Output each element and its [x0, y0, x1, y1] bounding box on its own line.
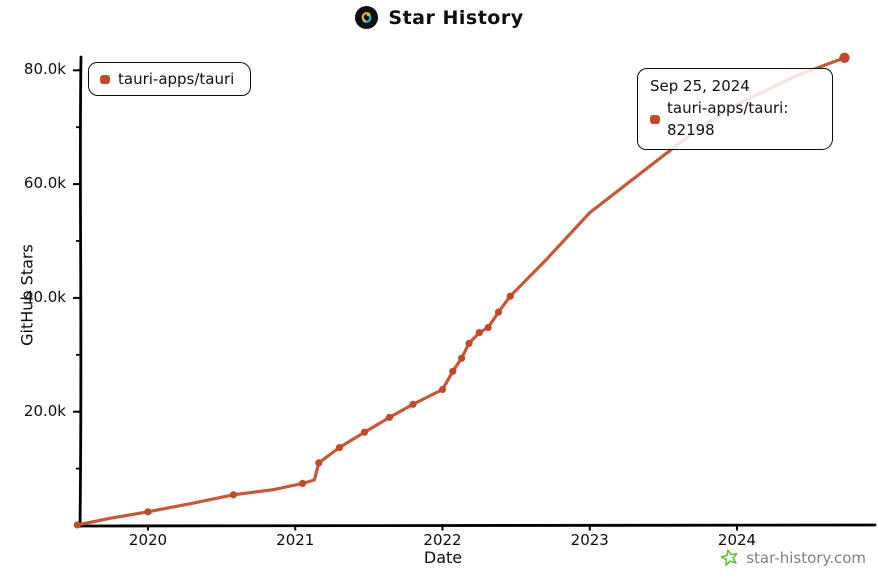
x-tick-label: 2020 — [128, 531, 168, 549]
series-point-marker[interactable] — [465, 339, 473, 348]
series-point-marker[interactable] — [438, 385, 447, 394]
legend-label: tauri-apps/tauri — [118, 70, 235, 88]
x-axis-line — [76, 523, 877, 528]
series-point-marker[interactable] — [360, 428, 369, 436]
star-icon — [720, 549, 738, 567]
series-point-marker[interactable] — [385, 413, 394, 421]
series-point-marker[interactable] — [458, 354, 466, 362]
series-point-marker[interactable] — [494, 308, 503, 316]
series-point-marker[interactable] — [409, 400, 417, 408]
y-tick-label: 40.0k — [23, 287, 66, 306]
x-tick-label: 2024 — [717, 531, 757, 549]
series-point-marker[interactable] — [315, 459, 323, 467]
x-tick-label: 2021 — [276, 531, 315, 549]
series-point-marker[interactable] — [299, 479, 307, 487]
watermark-text: star-history.com — [746, 548, 866, 567]
x-tick-label: 2023 — [570, 531, 609, 549]
series-point-marker[interactable] — [144, 508, 152, 516]
y-tick-label: 20.0k — [23, 401, 66, 420]
tooltip-series-marker-icon — [650, 115, 660, 124]
tooltip: Sep 25, 2024 tauri-apps/tauri: 82198 — [637, 68, 833, 151]
star-history-logo-icon — [355, 5, 379, 30]
series-point-marker[interactable] — [484, 323, 492, 332]
y-tick-label: 80.0k — [23, 60, 66, 79]
page-title: Star History — [388, 6, 524, 29]
x-tick-label: 2022 — [423, 531, 462, 549]
series-line[interactable] — [75, 56, 847, 527]
series-point-marker[interactable] — [506, 292, 514, 300]
series-point-marker[interactable] — [475, 329, 483, 337]
y-axis-line — [78, 55, 83, 528]
legend-item-tauri[interactable]: tauri-apps/tauri — [88, 62, 252, 96]
tooltip-date: Sep 25, 2024 — [650, 77, 750, 95]
x-axis-title: Date — [423, 548, 463, 567]
series-point-marker[interactable] — [229, 491, 238, 499]
watermark-link[interactable]: star-history.com — [720, 548, 866, 567]
chart-header: Star History — [0, 5, 878, 30]
series-point-marker[interactable] — [335, 443, 344, 452]
series-point-marker[interactable] — [73, 521, 81, 529]
series-point-marker[interactable] — [449, 367, 457, 375]
series-marker-icon — [100, 74, 110, 84]
y-tick-label: 60.0k — [23, 174, 66, 193]
series-endpoint-marker[interactable] — [839, 52, 850, 63]
tooltip-series-value: tauri-apps/tauri: 82198 — [667, 98, 789, 139]
